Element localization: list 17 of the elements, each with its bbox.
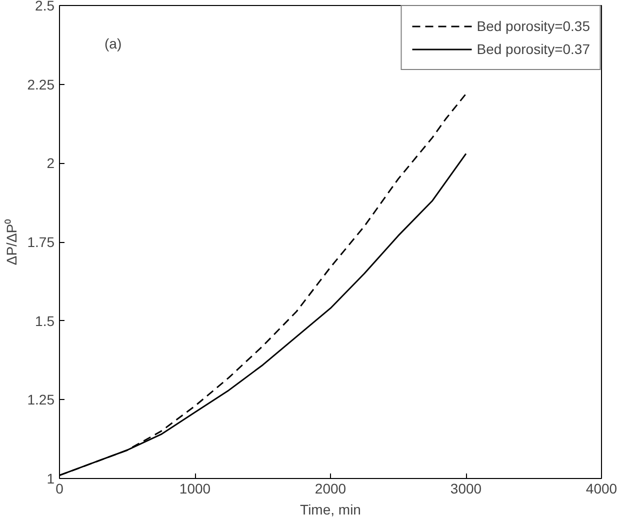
- y-tick-label: 2.5: [35, 0, 55, 14]
- x-tick-label: 0: [56, 480, 64, 496]
- y-tick-label: 1.25: [27, 392, 55, 408]
- annotation: (a): [104, 36, 122, 52]
- legend-label: Bed porosity=0.35: [476, 18, 590, 34]
- y-axis-title: ΔP/ΔP⁰: [3, 218, 20, 266]
- x-axis-title: Time, min: [300, 502, 361, 518]
- legend-label: Bed porosity=0.37: [476, 41, 590, 57]
- y-tick-label: 1: [46, 470, 55, 486]
- x-tick-label: 1000: [179, 480, 211, 496]
- y-tick-label: 1.75: [27, 234, 55, 250]
- x-tick-label: 4000: [586, 480, 618, 496]
- y-tick-label: 2: [46, 155, 55, 172]
- y-tick-label: 2.25: [27, 76, 55, 92]
- x-tick-label: 3000: [450, 480, 482, 496]
- x-tick-label: 2000: [314, 480, 346, 496]
- y-tick-label: 1.5: [35, 312, 55, 329]
